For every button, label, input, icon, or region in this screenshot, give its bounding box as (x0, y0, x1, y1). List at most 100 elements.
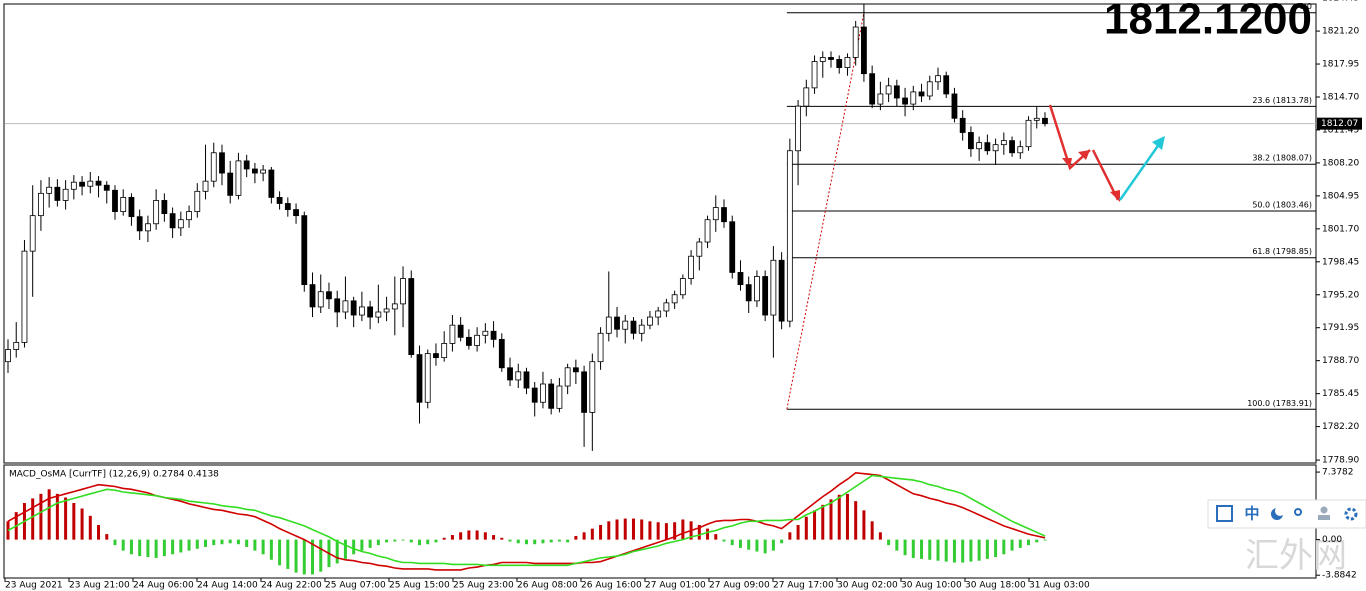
osma-bar (952, 539, 956, 563)
tool-lang[interactable]: 中 (1244, 505, 1259, 523)
candle-body (712, 207, 719, 221)
y-tick-label: 1817.95 (1322, 60, 1359, 70)
candle-body (482, 330, 489, 336)
osma-bar (72, 503, 76, 540)
x-tick-label: 26 Aug 08:00 (517, 581, 578, 591)
osma-bar (97, 524, 101, 540)
candle-body (795, 105, 801, 152)
osma-bar (179, 539, 183, 553)
candle-body (926, 81, 933, 97)
osma-bar (171, 539, 175, 555)
tool-icon[interactable] (1294, 508, 1302, 516)
candle-body (5, 349, 11, 363)
y-tick-label: 1778.90 (1322, 456, 1359, 466)
candle-body (161, 200, 168, 215)
candle-body (721, 207, 727, 223)
x-tick-label: 23 Aug 21:00 (69, 581, 130, 591)
candle-body (408, 278, 415, 355)
osma-bar (755, 539, 759, 552)
osma-bar (146, 539, 150, 558)
fib-label: 61.8 (1798.85) (1252, 247, 1312, 256)
candle-body (251, 168, 258, 174)
osma-bar (631, 518, 635, 540)
tool-icon[interactable] (1216, 505, 1233, 522)
osma-bar (887, 539, 891, 546)
x-tick-label: 25 Aug 07:00 (325, 581, 386, 591)
candle-body (62, 188, 69, 201)
osma-bar (566, 539, 570, 543)
candle-body (128, 196, 135, 218)
x-tick-label: 24 Aug 22:00 (261, 581, 322, 591)
osma-bar (343, 539, 347, 559)
price-display: 1812.1200 (1104, 0, 1312, 44)
candle-body (556, 385, 563, 409)
candle-body (918, 91, 925, 97)
indicator-line (7, 474, 1046, 567)
osma-bar (393, 539, 397, 542)
candle-body (145, 223, 151, 232)
candle-body (301, 215, 308, 286)
osma-bar (821, 504, 825, 540)
osma-bar (837, 494, 841, 540)
osma-bar (129, 539, 133, 555)
osma-bar (640, 519, 644, 540)
fib-label: 50.0 (1803.46) (1252, 200, 1312, 209)
osma-bar (533, 539, 537, 545)
y-tick-label: 1798.45 (1322, 257, 1359, 267)
candle-body (614, 316, 620, 330)
x-tick-label: 30 Aug 10:00 (901, 581, 962, 591)
indicator-label: MACD_OsMA [CurrTF] (12,26,9) 0.2784 0.41… (9, 470, 219, 480)
osma-bar (516, 539, 520, 544)
osma-bar (278, 539, 282, 566)
candle-body (638, 324, 645, 334)
y-tick-label: 1782.20 (1322, 422, 1359, 432)
candle-body (811, 61, 818, 89)
osma-bar (813, 510, 817, 540)
osma-bar (771, 539, 775, 551)
indicator-line (7, 471, 1046, 571)
tool-icon[interactable] (1344, 507, 1358, 521)
candle-body (844, 57, 851, 68)
osma-bar (1018, 539, 1022, 548)
osma-bar (582, 532, 586, 540)
candle-body (391, 303, 398, 310)
candle-body (227, 172, 234, 196)
candle-body (342, 300, 349, 313)
osma-bar (796, 524, 800, 540)
osma-bar (763, 539, 767, 554)
x-tick-label: 27 Aug 01:00 (645, 581, 706, 591)
candle-body (350, 300, 357, 316)
candle-body (416, 354, 423, 403)
osma-bar (944, 539, 948, 562)
y-tick-label: 1814.70 (1322, 92, 1359, 102)
osma-bar (615, 519, 619, 540)
candle-body (194, 190, 201, 212)
candle-body (284, 203, 291, 210)
candle-body (531, 387, 538, 403)
candle-body (869, 73, 876, 105)
candle-body (688, 255, 694, 279)
candle-body (400, 278, 406, 305)
osma-bar (376, 539, 380, 546)
osma-bar (656, 522, 660, 540)
candle-body (663, 302, 670, 312)
candle-body (902, 97, 908, 105)
osma-bar (738, 539, 742, 548)
candle-body (260, 169, 267, 174)
osma-bar (113, 539, 117, 546)
candle-body (729, 221, 736, 273)
osma-bar (31, 498, 35, 540)
tool-icon[interactable] (1320, 506, 1328, 514)
osma-bar (1027, 539, 1031, 546)
candle-body (1009, 140, 1015, 154)
osma-bar (138, 539, 142, 557)
y-tick-label: 1791.95 (1322, 323, 1359, 333)
osma-bar (401, 539, 405, 541)
candle-body (243, 160, 250, 170)
candle-body (819, 57, 826, 62)
candle-body (745, 284, 752, 302)
osma-bar (524, 539, 528, 545)
x-tick-label: 30 Aug 18:00 (965, 581, 1026, 591)
candle-body (976, 142, 983, 150)
